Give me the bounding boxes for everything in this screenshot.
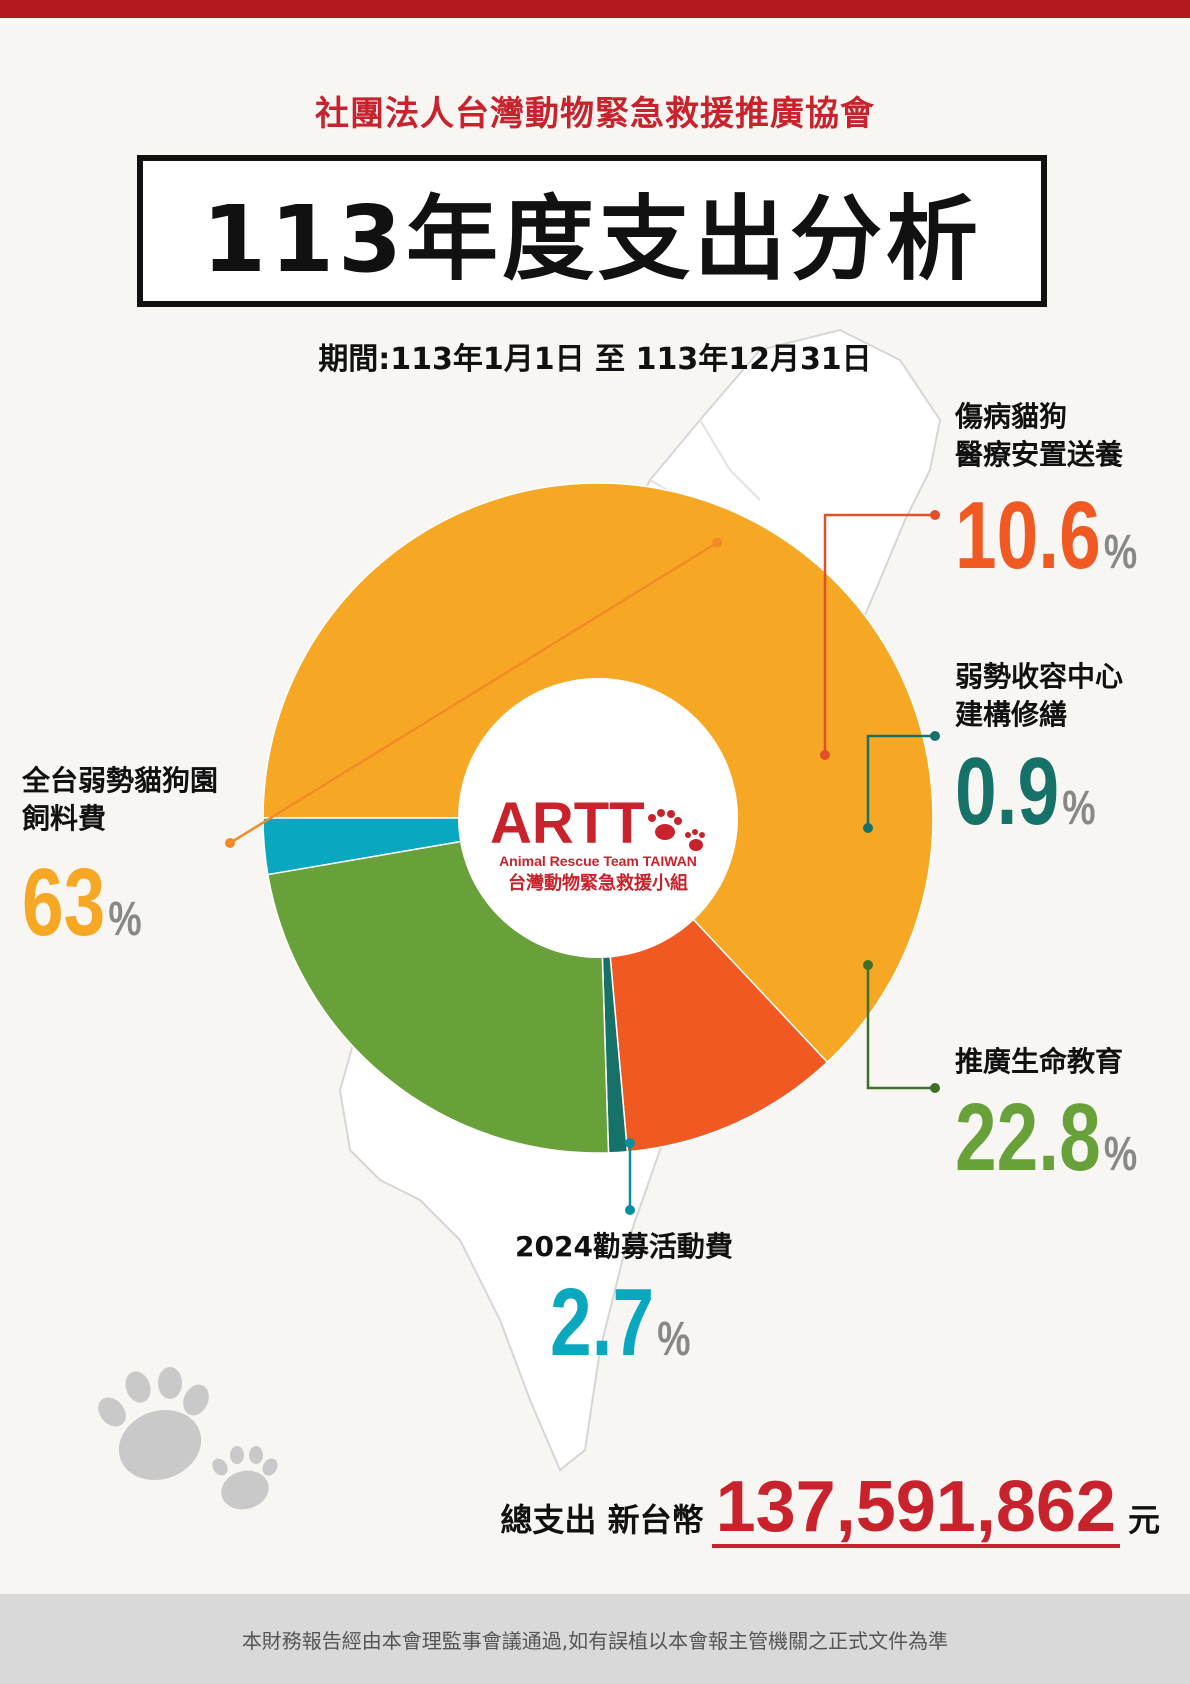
total-amount: 137,591,862 — [711, 1470, 1120, 1548]
label-medical: 傷病貓狗 醫療安置送養 — [955, 398, 1123, 474]
leader-education-end-dot — [930, 1083, 940, 1093]
value-education-number: 22.8 — [955, 1084, 1101, 1191]
footer-note: 本財務報告經由本會理監事會議通過,如有誤植以本會報主管機關之正式文件為準 — [241, 1628, 949, 1653]
value-fundraising: 2.7% — [550, 1275, 691, 1388]
value-fundraising-number: 2.7 — [550, 1269, 655, 1376]
value-feed-number: 63 — [22, 849, 106, 956]
top-accent-bar — [0, 0, 1190, 18]
leader-education-start-dot — [863, 960, 873, 970]
value-feed-unit: % — [108, 893, 142, 946]
logo-subtitle-zh: 台灣動物緊急救援小組 — [508, 872, 688, 894]
label-education-line1: 推廣生命教育 — [955, 1045, 1124, 1078]
large-paw-icon — [98, 1367, 209, 1481]
page-title: 113年度支出分析 — [201, 185, 983, 293]
value-fundraising-unit: % — [657, 1313, 691, 1366]
period-text: 期間:113年1月1日 至 113年12月31日 — [318, 342, 872, 377]
label-shelter-line1: 弱勢收容中心 — [955, 660, 1124, 693]
label-feed-line1: 全台弱勢貓狗園 — [22, 764, 219, 797]
leader-feed — [229, 541, 718, 845]
organization-name: 社團法人台灣動物緊急救援推廣協會 — [315, 94, 875, 134]
label-medical-line1: 傷病貓狗 — [955, 400, 1068, 433]
label-shelter: 弱勢收容中心 建構修繕 — [955, 658, 1123, 734]
value-education: 22.8% — [955, 1090, 1137, 1203]
leader-education — [866, 965, 935, 1090]
label-feed: 全台弱勢貓狗園 飼料費 — [22, 762, 218, 838]
leader-medical — [823, 513, 935, 755]
leader-shelter-end-dot — [930, 731, 940, 741]
label-feed-line2: 飼料費 — [22, 802, 107, 835]
value-medical-number: 10.6 — [955, 482, 1101, 589]
logo-subtitle-en: Animal Rescue Team TAIWAN — [499, 853, 697, 869]
value-medical: 10.6% — [955, 488, 1137, 601]
paw-print-icon — [648, 809, 705, 851]
total-label: 總支出 新台幣 — [500, 1501, 704, 1539]
small-paw-icon — [212, 1446, 278, 1510]
footer-bar: 本財務報告經由本會理監事會議通過,如有誤植以本會報主管機關之正式文件為準 — [0, 1594, 1190, 1684]
leader-fundraising-end-dot — [625, 1205, 635, 1215]
label-education: 推廣生命教育 — [955, 1043, 1123, 1081]
total-unit: 元 — [1127, 1501, 1160, 1539]
value-education-unit: % — [1103, 1128, 1138, 1181]
value-shelter-number: 0.9 — [955, 738, 1060, 845]
total-expense: 總支出 新台幣 137,591,862 元 — [0, 1470, 1160, 1548]
leader-shelter-start-dot — [863, 823, 873, 833]
leader-medical-start-dot — [820, 750, 830, 760]
value-feed: 63% — [22, 855, 142, 968]
label-fundraising-line1: 2024勸募活動費 — [515, 1230, 733, 1263]
leader-fundraising-start-dot — [625, 1138, 635, 1148]
logo-center: ARTT Animal Rescue Team TAIWAN 台灣動物緊急救援小… — [490, 791, 705, 894]
label-fundraising: 2024勸募活動費 — [515, 1228, 733, 1266]
title-frame: 113年度支出分析 — [137, 155, 1047, 307]
leader-shelter — [866, 734, 935, 828]
value-shelter: 0.9% — [955, 744, 1096, 857]
donut-hole — [458, 678, 738, 958]
value-medical-unit: % — [1103, 526, 1138, 579]
logo-wordmark: ARTT — [490, 791, 645, 856]
value-shelter-unit: % — [1062, 782, 1096, 835]
leader-feed-end-dot — [225, 838, 235, 848]
label-medical-line2: 醫療安置送養 — [955, 438, 1124, 471]
leader-lines — [225, 510, 940, 1215]
leader-medical-end-dot — [930, 510, 940, 520]
leader-feed-start-dot — [712, 537, 723, 548]
label-shelter-line2: 建構修繕 — [955, 698, 1068, 731]
